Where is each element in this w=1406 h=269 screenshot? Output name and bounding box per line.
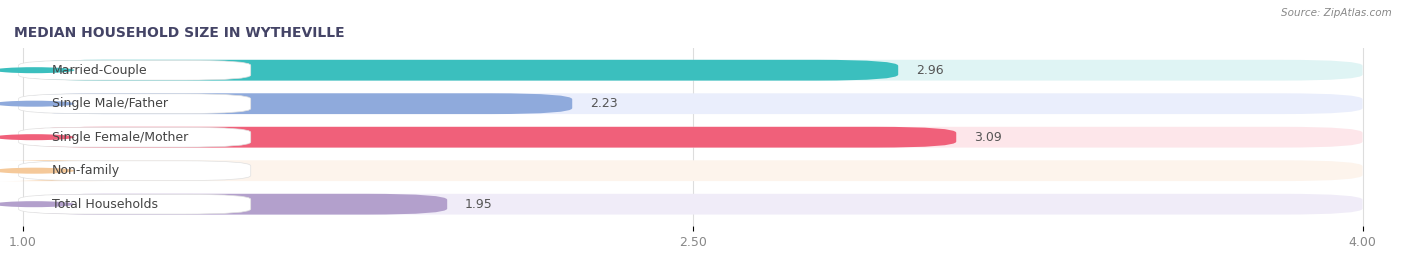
Text: Married-Couple: Married-Couple (52, 64, 148, 77)
FancyBboxPatch shape (18, 60, 250, 80)
Text: Single Male/Father: Single Male/Father (52, 97, 167, 110)
Text: 1.95: 1.95 (465, 198, 494, 211)
FancyBboxPatch shape (22, 194, 1362, 215)
Text: 1.13: 1.13 (98, 164, 127, 177)
Circle shape (0, 101, 75, 107)
Text: Total Households: Total Households (52, 198, 157, 211)
FancyBboxPatch shape (18, 127, 250, 147)
FancyBboxPatch shape (22, 127, 1362, 148)
FancyBboxPatch shape (22, 93, 572, 114)
FancyBboxPatch shape (22, 194, 447, 215)
Text: MEDIAN HOUSEHOLD SIZE IN WYTHEVILLE: MEDIAN HOUSEHOLD SIZE IN WYTHEVILLE (14, 26, 344, 40)
Text: Source: ZipAtlas.com: Source: ZipAtlas.com (1281, 8, 1392, 18)
Circle shape (0, 67, 75, 73)
FancyBboxPatch shape (22, 93, 1362, 114)
Text: Non-family: Non-family (52, 164, 120, 177)
FancyBboxPatch shape (22, 160, 1362, 181)
FancyBboxPatch shape (18, 194, 250, 214)
Text: Single Female/Mother: Single Female/Mother (52, 131, 188, 144)
FancyBboxPatch shape (22, 127, 956, 148)
Text: 2.96: 2.96 (917, 64, 943, 77)
Text: 2.23: 2.23 (591, 97, 617, 110)
FancyBboxPatch shape (22, 60, 1362, 81)
Circle shape (0, 201, 75, 207)
Text: 3.09: 3.09 (974, 131, 1002, 144)
Circle shape (0, 168, 75, 174)
FancyBboxPatch shape (0, 160, 104, 181)
Circle shape (0, 134, 75, 140)
FancyBboxPatch shape (22, 60, 898, 81)
FancyBboxPatch shape (18, 94, 250, 114)
FancyBboxPatch shape (18, 161, 250, 180)
